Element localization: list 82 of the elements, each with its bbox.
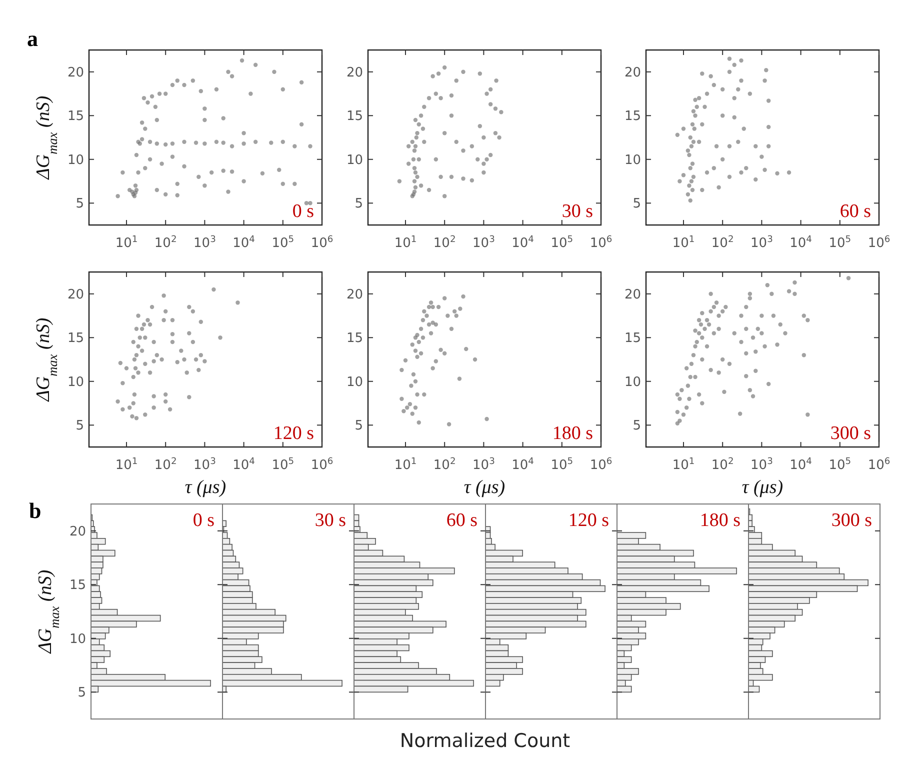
annotation: 180 s [552, 423, 593, 444]
x-tick-label: 10$^{2}$ [433, 235, 456, 251]
annotation: 300 s [831, 510, 872, 531]
x-axis-title: Normalized Count [400, 730, 570, 752]
y-tick-label: 15 [346, 331, 363, 346]
y-tick-label: 10 [346, 374, 363, 390]
annotation: 300 s [830, 423, 871, 444]
y-tick-label: 20 [67, 287, 84, 302]
annotation: 30 s [314, 510, 346, 531]
y-tick-label: 20 [69, 524, 86, 540]
x-tick-label: 10$^{5}$ [828, 457, 852, 473]
x-tick-label: 10$^{2}$ [154, 457, 177, 473]
y-tick-label: 15 [624, 109, 641, 124]
text: a [27, 26, 38, 51]
x-tick-label: 10$^{6}$ [310, 235, 334, 251]
y-tick-label: 15 [69, 578, 86, 594]
y-tick-label: 15 [624, 331, 641, 346]
annotation: 120 s [273, 423, 314, 444]
y-tick-label: 5 [76, 196, 84, 212]
x-tick-label: 10$^{1}$ [672, 457, 695, 473]
x-tick-label: 10$^{4}$ [512, 457, 534, 473]
annotation: 180 s [700, 510, 740, 531]
annotation: 30 s [562, 201, 593, 222]
x-tick-label: 10$^{5}$ [828, 235, 852, 251]
x-tick-label: 10$^{1}$ [115, 457, 138, 473]
x-tick-label: 10$^{2}$ [711, 235, 734, 251]
y-tick-label: 5 [354, 196, 363, 212]
y-tick-label: 15 [346, 109, 363, 124]
y-tick-label: 20 [67, 65, 84, 80]
annotation: 0 s [292, 201, 314, 222]
x-tick-label: 10$^{6}$ [868, 457, 890, 473]
y-tick-label: 5 [632, 418, 641, 434]
x-tick-label: 10$^{2}$ [154, 235, 177, 251]
y-tick-label: 5 [632, 196, 641, 212]
x-tick-label: 10$^{3}$ [194, 457, 216, 473]
x-tick-label: 10$^{4}$ [790, 457, 812, 473]
x-tick-label: 10$^{3}$ [472, 457, 496, 473]
y-tick-label: 5 [76, 418, 84, 434]
text: b [29, 498, 42, 523]
x-tick-label: 10$^{1}$ [115, 235, 138, 251]
annotation: 60 s [446, 510, 478, 531]
x-tick-label: 10$^{1}$ [672, 235, 695, 251]
y-tick-label: 10 [624, 374, 641, 390]
x-axis-title: τ (μs) [184, 477, 226, 498]
x-tick-label: 10$^{1}$ [394, 457, 417, 473]
x-axis-title: τ (μs) [742, 477, 784, 498]
x-tick-label: 10$^{6}$ [590, 235, 612, 251]
annotation: 60 s [840, 201, 871, 222]
x-tick-label: 10$^{1}$ [394, 235, 417, 251]
y-tick-label: 20 [346, 287, 363, 302]
x-axis-title: τ (μs) [464, 477, 506, 498]
x-tick-label: 10$^{5}$ [550, 235, 574, 251]
x-tick-label: 10$^{4}$ [232, 235, 256, 251]
y-tick-label: 10 [346, 152, 363, 168]
x-tick-label: 10$^{6}$ [310, 457, 334, 473]
x-tick-label: 10$^{6}$ [868, 235, 890, 251]
y-tick-label: 10 [69, 632, 86, 647]
x-tick-label: 10$^{2}$ [433, 457, 456, 473]
x-tick-label: 10$^{3}$ [472, 235, 496, 251]
x-tick-label: 10$^{4}$ [512, 235, 534, 251]
x-tick-label: 10$^{6}$ [590, 457, 612, 473]
x-tick-label: 10$^{3}$ [194, 235, 216, 251]
x-tick-label: 10$^{3}$ [750, 457, 774, 473]
x-tick-label: 10$^{5}$ [550, 457, 574, 473]
y-tick-label: 15 [67, 109, 84, 124]
y-tick-label: 5 [78, 686, 86, 701]
y-tick-label: 10 [67, 152, 84, 168]
y-tick-label: 20 [624, 65, 641, 80]
y-tick-label: 15 [67, 331, 84, 346]
annotation: 0 s [192, 510, 214, 531]
y-tick-label: 10 [67, 374, 84, 390]
x-tick-label: 10$^{5}$ [272, 457, 294, 473]
y-tick-label: 20 [346, 65, 363, 80]
annotation: 120 s [568, 510, 609, 531]
x-tick-label: 10$^{4}$ [232, 457, 256, 473]
x-tick-label: 10$^{5}$ [272, 235, 294, 251]
y-tick-label: 5 [354, 418, 363, 434]
y-tick-label: 10 [624, 152, 641, 168]
x-tick-label: 10$^{2}$ [711, 457, 734, 473]
x-tick-label: 10$^{3}$ [750, 235, 774, 251]
y-tick-label: 20 [624, 287, 641, 302]
x-tick-label: 10$^{4}$ [790, 235, 812, 251]
